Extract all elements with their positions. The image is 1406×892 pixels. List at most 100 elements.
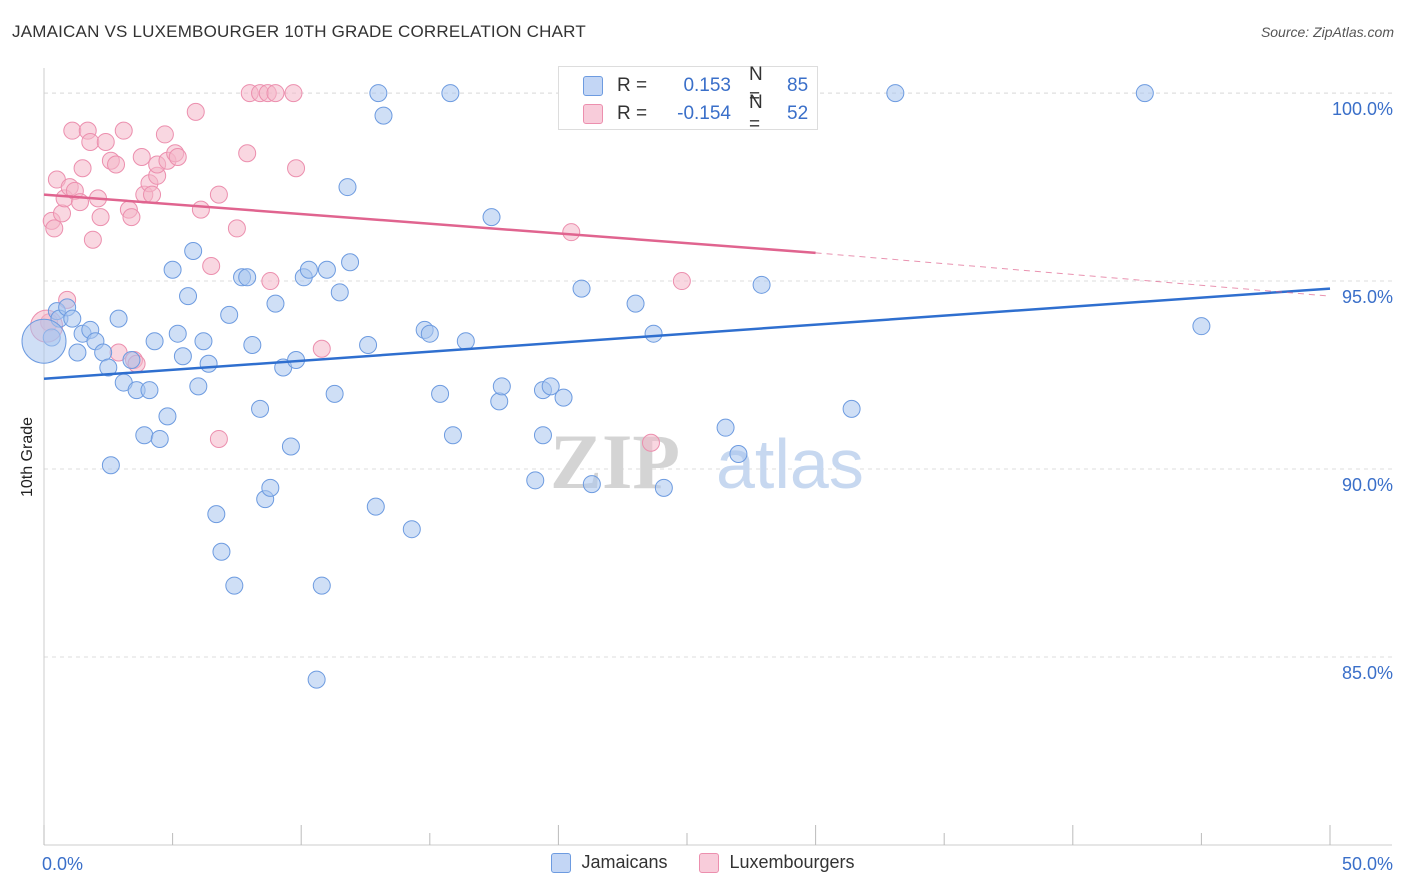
grid-lines (44, 92, 1392, 658)
data-point-jamaicans (109, 309, 128, 328)
legend-r-label: R = (617, 103, 648, 124)
data-point-jamaicans (886, 84, 905, 103)
data-point-jamaicans (374, 106, 393, 125)
data-point-jamaicans (541, 377, 560, 396)
legend-item-jamaicans[interactable]: Jamaicans (551, 852, 667, 873)
data-point-jamaicans (220, 305, 239, 324)
watermark: ZIP atlas (550, 418, 864, 505)
data-point-jamaicans (654, 478, 673, 497)
trend-line-jamaicans (43, 287, 1331, 381)
data-point-luxembourgers (227, 219, 246, 238)
data-point-jamaicans (492, 377, 511, 396)
data-point-jamaicans (369, 84, 388, 103)
trend-lines (43, 193, 1331, 381)
y-tick-label: 90.0% (1342, 475, 1393, 495)
tick-labels: 85.0% 90.0% 95.0% 100.0% 0.0% 50.0% (42, 99, 1393, 874)
data-point-jamaicans (402, 520, 421, 539)
data-point-luxembourgers (238, 144, 257, 163)
data-point-jamaicans (554, 388, 573, 407)
data-point-jamaicans (238, 268, 257, 287)
source-label: Source: ZipAtlas.com (1260, 24, 1394, 40)
data-point-jamaicans (207, 505, 226, 524)
trend-line-luxembourgers (43, 193, 816, 255)
data-point-jamaicans (299, 260, 318, 279)
data-point-luxembourgers (641, 433, 660, 452)
watermark-atlas: atlas (716, 425, 864, 503)
data-point-jamaicans (366, 497, 385, 516)
data-point-luxembourgers (96, 132, 115, 151)
legend-n-label: N = (749, 64, 763, 107)
data-point-jamaicans (341, 253, 360, 272)
data-point-luxembourgers (132, 147, 151, 166)
data-point-jamaicans (1192, 317, 1211, 336)
data-point-jamaicans (21, 318, 67, 364)
data-point-jamaicans (325, 384, 344, 403)
data-point-jamaicans (63, 309, 82, 328)
data-point-jamaicans (729, 445, 748, 463)
legend-swatch-luxembourgers (699, 852, 720, 873)
data-point-jamaicans (441, 84, 460, 103)
data-point-luxembourgers (209, 429, 228, 448)
legend-row-luxembourgers: R = -0.154 N = 52 (583, 92, 809, 135)
data-point-jamaicans (312, 576, 331, 595)
data-point-jamaicans (307, 670, 326, 689)
data-point-jamaicans (179, 287, 198, 306)
data-point-jamaicans (443, 426, 462, 445)
jamaicans-points (21, 84, 1211, 689)
data-point-jamaicans (330, 283, 349, 302)
data-point-luxembourgers (209, 185, 228, 204)
data-point-jamaicans (94, 343, 113, 362)
legend-swatch-luxembourgers (583, 104, 603, 124)
legend-item-luxembourgers[interactable]: Luxembourgers (699, 852, 855, 873)
legend-n-label: N = (749, 92, 763, 135)
legend-r-value: -0.154 (677, 103, 731, 124)
data-point-jamaicans (626, 294, 645, 313)
data-point-jamaicans (420, 324, 439, 343)
data-point-jamaicans (582, 475, 601, 494)
data-point-luxembourgers (63, 121, 82, 140)
data-point-jamaicans (184, 241, 203, 260)
data-point-jamaicans (145, 332, 164, 351)
y-tick-label: 100.0% (1332, 99, 1393, 119)
data-point-jamaicans (431, 384, 450, 403)
legend-n-value: 52 (787, 103, 809, 124)
trend-line-luxembourgers-extension (815, 252, 1331, 297)
axes (43, 68, 1392, 846)
data-point-jamaicans (243, 335, 262, 354)
legend-swatch-jamaicans (583, 76, 603, 96)
data-point-jamaicans (158, 407, 177, 426)
data-point-luxembourgers (284, 84, 303, 103)
data-point-jamaicans (168, 324, 187, 343)
data-point-luxembourgers (83, 230, 102, 249)
data-point-luxembourgers (186, 102, 205, 121)
data-point-jamaicans (261, 478, 280, 497)
data-point-jamaicans (135, 426, 154, 445)
data-point-jamaicans (281, 437, 300, 456)
data-point-jamaicans (842, 399, 861, 418)
data-point-jamaicans (266, 294, 285, 313)
data-point-jamaicans (716, 418, 735, 437)
legend-r-label: R = (617, 75, 648, 96)
data-point-luxembourgers (53, 204, 72, 223)
data-point-jamaicans (68, 343, 87, 362)
data-point-jamaicans (225, 576, 244, 595)
data-point-luxembourgers (191, 200, 210, 219)
data-point-jamaicans (359, 335, 378, 354)
data-point-luxembourgers (81, 132, 100, 151)
data-point-luxembourgers (287, 159, 306, 178)
data-point-luxembourgers (261, 272, 280, 291)
data-point-jamaicans (163, 260, 182, 279)
legend-n-value: 85 (787, 75, 809, 96)
legend-r-value: 0.153 (683, 75, 731, 96)
data-point-jamaicans (338, 178, 357, 197)
data-point-jamaicans (194, 332, 213, 351)
data-point-jamaicans (122, 351, 141, 370)
data-point-luxembourgers (312, 339, 331, 358)
x-tick-label: 50.0% (1342, 854, 1393, 874)
legend-label-luxembourgers: Luxembourgers (729, 852, 855, 872)
data-point-jamaicans (140, 381, 159, 400)
data-point-luxembourgers (91, 208, 110, 227)
data-point-luxembourgers (672, 272, 691, 291)
data-point-jamaicans (456, 332, 475, 351)
